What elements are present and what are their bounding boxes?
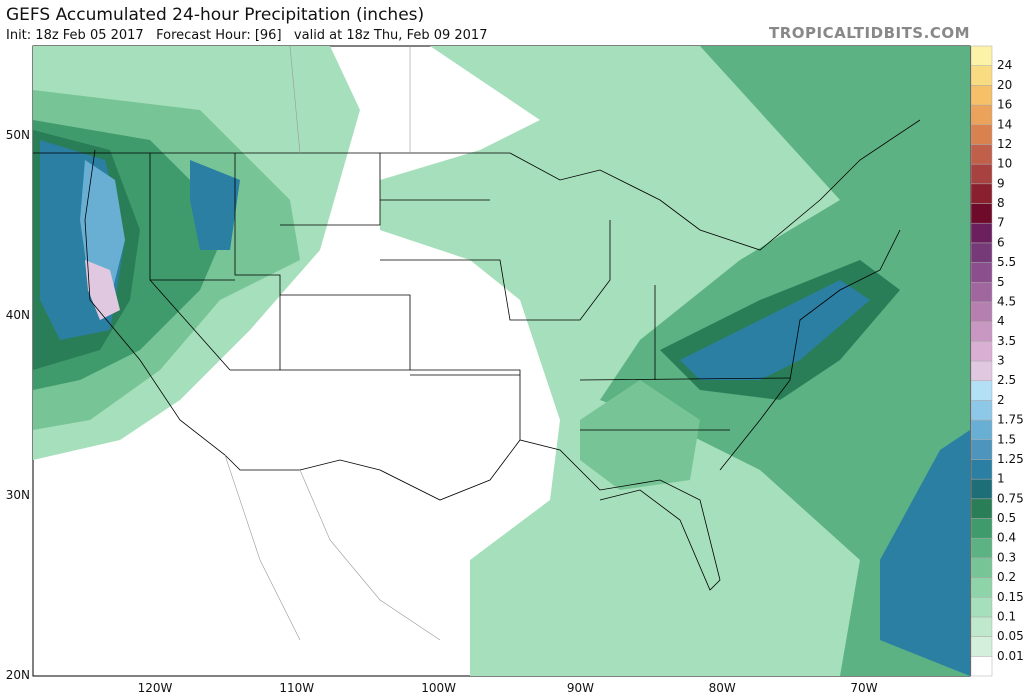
colorbar-label: 2 [997, 393, 1005, 407]
colorbar-swatch [970, 341, 993, 362]
colorbar-label: 4 [997, 314, 1005, 328]
colorbar-swatch [970, 282, 993, 303]
colorbar-label: 10 [997, 157, 1012, 171]
colorbar-swatch [970, 222, 993, 244]
colorbar-swatch [970, 301, 993, 322]
lon-label: 100W [421, 681, 456, 695]
colorbar-swatch [970, 321, 993, 342]
lon-label: 70W [850, 681, 877, 695]
colorbar-label: 2.5 [997, 373, 1016, 387]
colorbar-label: 0.5 [997, 511, 1016, 525]
colorbar-label: 5 [997, 275, 1005, 289]
colorbar-label: 5.5 [997, 255, 1016, 269]
colorbar-swatch [970, 104, 993, 125]
colorbar-label: 3 [997, 354, 1005, 368]
colorbar-swatch [970, 439, 993, 460]
colorbar-swatch [970, 124, 993, 145]
lon-label: 80W [709, 681, 736, 695]
colorbar-label: 1.75 [997, 413, 1024, 427]
lon-label: 110W [279, 681, 314, 695]
colorbar-swatch [970, 537, 993, 559]
lat-label: 40N [6, 308, 30, 322]
colorbar-label: 0.75 [997, 491, 1024, 505]
colorbar-swatch [970, 577, 993, 598]
colorbar-swatch [970, 85, 993, 106]
colorbar-label: 24 [997, 58, 1012, 72]
colorbar-label: 1.25 [997, 452, 1024, 466]
colorbar-swatch [970, 203, 993, 224]
colorbar: 0.01 0.05 0.1 0.15 0.2 0.3 0.4 0.5 0.75 1 1.25 1.5 1… [970, 45, 1024, 677]
boundaries [33, 46, 921, 641]
colorbar-label: 1.5 [997, 432, 1016, 446]
lat-label: 30N [6, 488, 30, 502]
colorbar-swatch [970, 400, 993, 421]
colorbar-swatch [970, 597, 993, 618]
colorbar-label: 7 [997, 216, 1005, 230]
colorbar-label: 20 [997, 78, 1012, 92]
colorbar-label: 16 [997, 98, 1012, 112]
colorbar-swatch [970, 419, 993, 440]
colorbar-swatch [970, 498, 993, 519]
precip-field [33, 46, 970, 676]
colorbar-swatch [970, 262, 993, 283]
colorbar-swatch [970, 478, 993, 500]
colorbar-label: 14 [997, 117, 1012, 131]
lon-label: 120W [138, 681, 173, 695]
colorbar-label: 4.5 [997, 294, 1016, 308]
colorbar-swatch [970, 557, 993, 578]
colorbar-label: 0.3 [997, 550, 1016, 564]
lat-label: 50N [6, 128, 30, 142]
colorbar-swatch [970, 616, 993, 637]
colorbar-label: 0.05 [997, 629, 1024, 643]
colorbar-label: 8 [997, 196, 1005, 210]
source: TROPICALTIDBITS.COM [769, 24, 970, 42]
colorbar-swatch [970, 183, 993, 204]
colorbar-swatch [970, 65, 993, 86]
colorbar-label: 12 [997, 137, 1012, 151]
colorbar-label: 0.15 [997, 590, 1024, 604]
colorbar-label: 0.01 [997, 649, 1024, 663]
colorbar-swatch [970, 360, 993, 381]
colorbar-swatch [970, 459, 993, 480]
colorbar-label: 0.4 [997, 531, 1016, 545]
colorbar-swatch [970, 518, 993, 539]
colorbar-swatch [970, 45, 993, 66]
colorbar-swatch [970, 242, 993, 263]
colorbar-label: 1 [997, 472, 1005, 486]
colorbar-label: 9 [997, 176, 1005, 190]
colorbar-label: 0.1 [997, 609, 1016, 623]
subtitle: Init: 18z Feb 05 2017 Forecast Hour: [96… [6, 28, 487, 43]
colorbar-swatch [970, 636, 993, 657]
colorbar-swatch [970, 163, 993, 185]
title: GEFS Accumulated 24-hour Precipitation (… [6, 5, 424, 25]
colorbar-label: 3.5 [997, 334, 1016, 348]
map [32, 45, 971, 677]
lon-label: 90W [567, 681, 594, 695]
colorbar-label: 6 [997, 235, 1005, 249]
colorbar-swatch [970, 144, 993, 165]
lat-label: 20N [6, 668, 30, 682]
colorbar-label: 0.2 [997, 570, 1016, 584]
colorbar-swatch [970, 380, 993, 401]
